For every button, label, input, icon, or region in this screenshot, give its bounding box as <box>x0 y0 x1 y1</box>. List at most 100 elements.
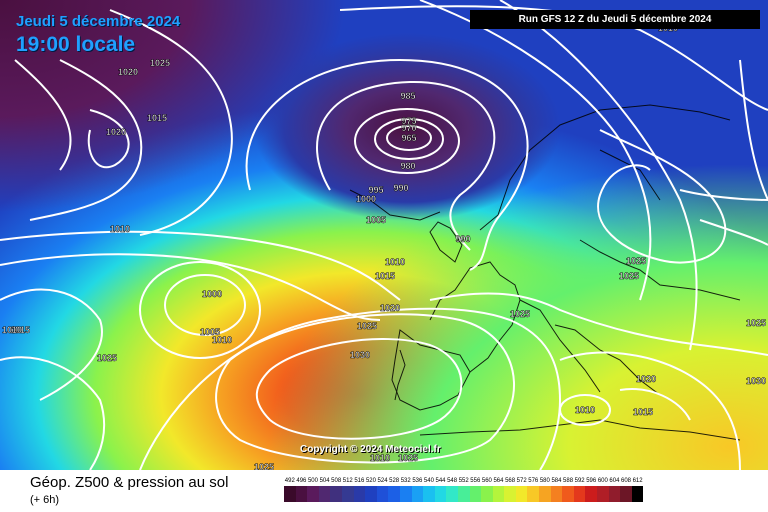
scale-label: 496 <box>296 478 307 484</box>
scale-swatch <box>446 486 458 502</box>
scale-label: 500 <box>307 478 318 484</box>
isobar-label: 1025 <box>398 453 418 463</box>
isobar-label: 1030 <box>746 376 766 386</box>
scale-swatch <box>527 486 540 502</box>
scale-swatch <box>562 486 574 502</box>
scale-swatch <box>492 486 505 502</box>
scale-swatch <box>608 486 621 502</box>
isobar-label: 1010 <box>2 325 22 335</box>
scale-swatch <box>388 486 400 502</box>
scale-swatch <box>457 486 470 502</box>
scale-swatch <box>341 486 354 502</box>
isobar-label: 1000 <box>356 194 376 204</box>
scale-swatch <box>353 486 366 502</box>
scale-label: 600 <box>597 478 608 484</box>
scale-swatch <box>295 486 308 502</box>
low-center-label: 965 <box>401 133 416 143</box>
scale-label: 520 <box>365 478 376 484</box>
forecast-date: Jeudi 5 décembre 2024 <box>16 13 181 30</box>
isobar-label: 1030 <box>350 350 370 360</box>
isobar-label: 1025 <box>150 58 170 68</box>
isobar-label: 1020 <box>118 67 138 77</box>
scale-swatch <box>423 486 435 502</box>
isobar-label: 1025 <box>254 462 274 470</box>
scale-swatch <box>330 486 342 502</box>
scale-label: 516 <box>354 478 365 484</box>
isobar-label: 1020 <box>636 374 656 384</box>
scale-swatch <box>515 486 528 502</box>
scale-label: 576 <box>528 478 539 484</box>
isobar-label: 1025 <box>619 271 639 281</box>
isobar-label: 1020 <box>106 127 126 137</box>
scale-label: 540 <box>423 478 434 484</box>
color-scale-labels: 492 496 500 504 508 512 516 520 524 528 532 536 540 5… <box>284 478 643 484</box>
scale-swatch <box>307 486 319 502</box>
isobar-label: 1005 <box>200 327 220 337</box>
scale-label: 596 <box>586 478 597 484</box>
color-scale-bar <box>284 486 644 502</box>
isobar-label: 1020 <box>380 303 400 313</box>
scale-label: 524 <box>377 478 388 484</box>
color-scale: 492 496 500 504 508 512 516 520 524 528 532 536 540 5… <box>284 478 644 502</box>
scale-swatch <box>620 486 632 502</box>
scale-label: 564 <box>493 478 504 484</box>
isobar-label: 1010 <box>575 405 595 415</box>
isobar-label: 1025 <box>357 321 377 331</box>
isobar-label: 1015 <box>633 407 653 417</box>
isobar-label: 975 <box>401 116 416 126</box>
scale-swatch <box>597 486 609 502</box>
isobar-label: 990 <box>393 183 408 193</box>
scale-label: 528 <box>389 478 400 484</box>
isobar-label: 980 <box>400 161 415 171</box>
scale-label: 608 <box>621 478 632 484</box>
isobar-label: 1025 <box>510 309 530 319</box>
scale-swatch <box>539 486 551 502</box>
isobar-label: 1025 <box>746 318 766 328</box>
scale-label: 604 <box>609 478 620 484</box>
scale-swatch <box>573 486 586 502</box>
scale-label: 512 <box>342 478 353 484</box>
scale-label: 492 <box>284 478 295 484</box>
scale-swatch <box>318 486 331 502</box>
isobar-label: 1000 <box>202 289 222 299</box>
low-pressure-core <box>0 0 768 470</box>
isobar-label: 1010 <box>370 453 390 463</box>
scale-label: 508 <box>331 478 342 484</box>
isobar-label: 1015 <box>375 271 395 281</box>
scale-swatch <box>631 486 644 502</box>
isobar-label: 1010 <box>212 335 232 345</box>
scale-label: 552 <box>458 478 469 484</box>
scale-swatch <box>504 486 516 502</box>
scale-label: 556 <box>470 478 481 484</box>
isobar-label: 990 <box>455 234 470 244</box>
scale-swatch <box>284 486 296 502</box>
scale-label: 568 <box>505 478 516 484</box>
isobar-label: 1015 <box>147 113 167 123</box>
scale-swatch <box>411 486 424 502</box>
scale-label: 584 <box>551 478 562 484</box>
scale-label: 580 <box>539 478 550 484</box>
scale-swatch <box>399 486 412 502</box>
scale-label: 560 <box>481 478 492 484</box>
legend-title: Géop. Z500 & pression au sol <box>30 474 229 491</box>
scale-swatch <box>469 486 482 502</box>
isobar-label: 1010 <box>110 224 130 234</box>
copyright-notice: Copyright © 2024 Meteociel.fr <box>300 444 441 455</box>
scale-label: 572 <box>516 478 527 484</box>
scale-label: 544 <box>435 478 446 484</box>
scale-swatch <box>585 486 598 502</box>
scale-label: 536 <box>412 478 423 484</box>
isobar-label: 985 <box>400 91 415 101</box>
isobar-label: 970 <box>401 123 416 133</box>
scale-swatch <box>376 486 389 502</box>
forecast-local-time: 19:00 locale <box>16 33 136 56</box>
scale-label: 588 <box>563 478 574 484</box>
isobar-label: 995 <box>368 185 383 195</box>
isobar-label: 1025 <box>97 353 117 363</box>
scale-swatch <box>434 486 447 502</box>
isobar-label: 1025 <box>626 256 646 266</box>
scale-label: 504 <box>319 478 330 484</box>
